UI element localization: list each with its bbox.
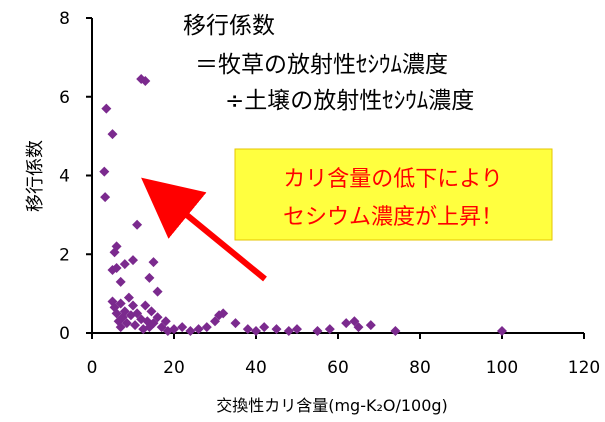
data-point [101, 103, 112, 114]
data-point [160, 316, 171, 327]
data-point [177, 322, 188, 333]
callout-box: カリ含量の低下により セシウム濃度が上昇！ [234, 148, 553, 241]
data-point [107, 129, 118, 140]
x-tick-label: 80 [409, 358, 431, 378]
tick-labels: 0 20 40 60 80 100 120 0 2 4 6 8 [59, 9, 600, 378]
data-point [99, 166, 110, 177]
data-point [218, 308, 229, 319]
data-point [132, 308, 143, 319]
x-tick-label: 20 [163, 358, 185, 378]
data-point [128, 255, 138, 266]
data-point [230, 318, 241, 329]
data-point [115, 322, 126, 333]
x-axis-label: 交換性カリ含量(mg-K₂O/100g) [216, 396, 448, 415]
data-point [128, 300, 138, 311]
x-tick-label: 100 [486, 358, 518, 378]
data-point [210, 316, 220, 327]
data-point [148, 318, 159, 329]
callout-line-1: カリ含量の低下により [283, 167, 503, 192]
y-tick-label: 4 [59, 167, 70, 187]
data-point [100, 192, 111, 203]
y-axis-label: 移行係数 [25, 140, 46, 212]
data-point [156, 322, 167, 333]
data-point [251, 326, 261, 337]
y-tick-label: 2 [59, 245, 70, 265]
data-point [169, 324, 179, 335]
data-point [185, 326, 196, 337]
data-point [132, 219, 143, 230]
data-point [152, 286, 163, 297]
x-tick-label: 0 [87, 358, 98, 378]
data-point [497, 326, 507, 337]
data-point [271, 324, 282, 335]
x-tick-label: 120 [568, 358, 600, 378]
definition-line-3: ÷土壌の放射性ｾｼｳﾑ濃度 [225, 88, 474, 114]
data-point [144, 272, 155, 283]
y-tick-label: 0 [59, 324, 70, 344]
data-point [119, 306, 130, 317]
data-point [111, 263, 122, 274]
data-point [140, 300, 151, 311]
scatter-points [99, 74, 507, 337]
data-point [119, 259, 130, 270]
callout-line-2: セシウム濃度が上昇！ [283, 205, 503, 230]
data-point [152, 312, 163, 323]
data-point [111, 241, 122, 252]
data-point [140, 76, 151, 86]
definition-line-1: 移行係数 [183, 13, 275, 39]
callout-arrow [141, 177, 267, 282]
data-point [349, 316, 360, 327]
data-point [312, 326, 323, 337]
data-point [121, 318, 132, 329]
data-point [111, 308, 122, 319]
data-point [201, 322, 212, 333]
data-point [146, 306, 157, 317]
data-point [123, 292, 134, 303]
data-point [148, 257, 159, 268]
data-point [324, 324, 335, 335]
data-point [193, 324, 204, 335]
data-point [130, 320, 141, 331]
data-point [242, 324, 253, 335]
callout-background [234, 148, 553, 241]
data-point [390, 326, 401, 337]
data-point [341, 318, 352, 329]
definition-line-2: ＝牧草の放射性ｾｼｳﾑ濃度 [195, 52, 448, 78]
data-point [365, 320, 376, 331]
data-point [292, 324, 302, 335]
x-tick-label: 40 [245, 358, 267, 378]
definition-annotation: 移行係数 ＝牧草の放射性ｾｼｳﾑ濃度 ÷土壌の放射性ｾｼｳﾑ濃度 [183, 13, 474, 114]
data-point [115, 276, 126, 287]
data-point [283, 326, 294, 337]
x-tick-label: 60 [327, 358, 349, 378]
data-point [353, 322, 364, 333]
data-point [259, 322, 270, 333]
y-tick-label: 8 [59, 9, 70, 29]
y-tick-label: 6 [59, 88, 70, 108]
data-point [115, 298, 126, 309]
